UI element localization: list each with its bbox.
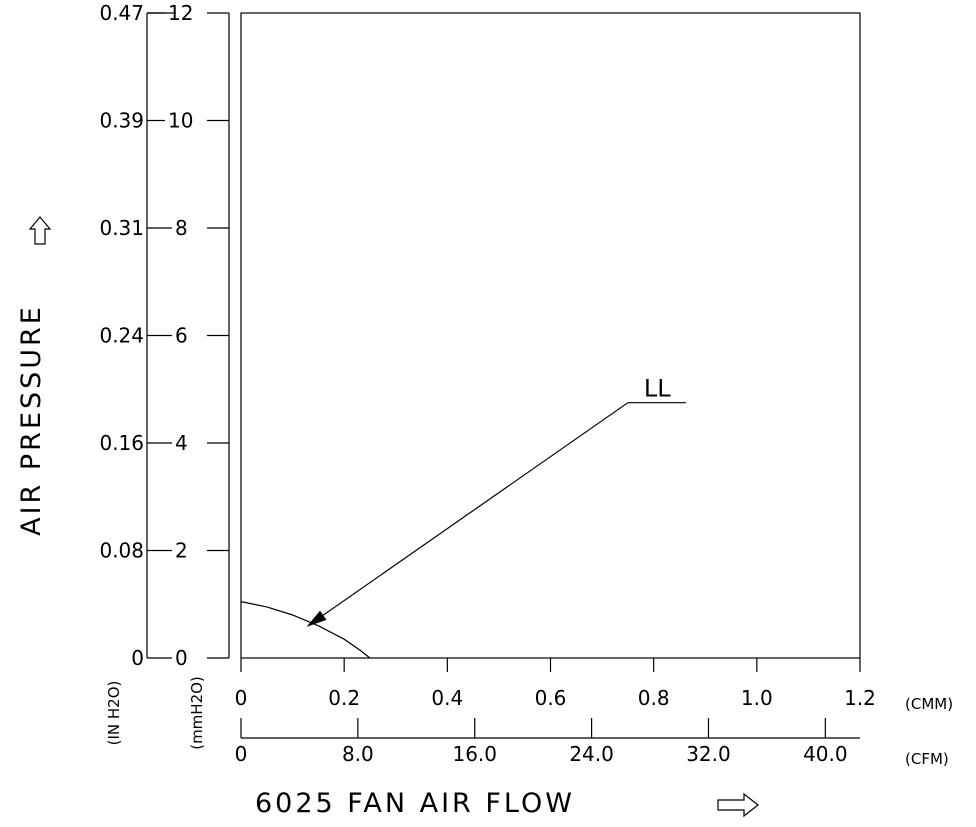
up-outline-arrow-icon (28, 216, 52, 245)
x-tick-label-cmm: 0 (235, 686, 248, 710)
axis-titles-layer: AIR PRESSURE 6025 FAN AIR FLOW (CMM) (CF… (16, 216, 953, 819)
annotation-leader-line (307, 402, 629, 627)
y-tick-label-mmh2o: 4 (175, 431, 188, 455)
x-unit-cmm: (CMM) (905, 695, 953, 713)
x-tick-label-cmm: 0.2 (328, 686, 360, 710)
right-outline-arrow-icon (717, 792, 759, 818)
x-axis-title: 6025 FAN AIR FLOW (255, 788, 575, 819)
up-arrow-shape (28, 216, 52, 245)
x-tick-label-cmm: 1.0 (741, 686, 773, 710)
y-tick-label-in-h2o: 0 (131, 646, 144, 670)
y-tick-label-in-h2o: 0.39 (99, 109, 144, 133)
y-axis-title: AIR PRESSURE (16, 304, 47, 536)
x-tick-label-cmm: 0.8 (638, 686, 670, 710)
plot-frame-layer (240, 12, 861, 659)
series-line-ll (240, 601, 371, 659)
x-axes-layer: 0 0.2 0.4 0.6 0.8 1.0 1.2 0 8.0 16.0 24.0 32.0 40.0 (235, 658, 876, 766)
x-tick-label-cfm: 40.0 (803, 742, 848, 766)
y-tick-label-in-h2o: 0.16 (99, 431, 144, 455)
y-tick-label-in-h2o: 0.24 (99, 324, 144, 348)
y-tick-label-in-h2o: 0.31 (99, 216, 144, 240)
annotation-label: LL (644, 375, 671, 403)
x-tick-label-cfm: 0 (235, 742, 248, 766)
x-tick-label-cmm: 0.4 (431, 686, 463, 710)
y-unit-mmh2o: (mmH2O) (188, 676, 206, 750)
y-tick-label-in-h2o: 0.08 (99, 539, 144, 563)
y-tick-label-mmh2o: 12 (168, 1, 193, 25)
x-unit-cfm: (CFM) (905, 750, 949, 768)
y-tick-label-mmh2o: 2 (175, 539, 188, 563)
x-tick-label-cmm: 1.2 (844, 686, 876, 710)
y-tick-label-mmh2o: 10 (168, 109, 193, 133)
x-tick-label-cfm: 24.0 (569, 742, 614, 766)
x-tick-label-cfm: 16.0 (452, 742, 497, 766)
y-axes-layer: 0 0 2 0.08 4 0.16 6 0.24 8 0.31 10 0.39 12 0.47 (99, 1, 230, 670)
right-arrow-shape (717, 792, 759, 818)
y-tick-label-mmh2o: 0 (175, 646, 188, 670)
x-tick-label-cfm: 8.0 (342, 742, 374, 766)
annotation-arrowhead (306, 610, 327, 627)
x-tick-label-cfm: 32.0 (686, 742, 731, 766)
y-tick-label-mmh2o: 6 (175, 324, 188, 348)
y-tick-label-mmh2o: 8 (175, 216, 188, 240)
y-tick-label-in-h2o: 0.47 (99, 1, 144, 25)
y-unit-in-h2o: (IN H2O) (105, 681, 123, 746)
plot-frame (240, 12, 861, 659)
series-layer: LL (240, 375, 686, 659)
x-tick-label-cmm: 0.6 (535, 686, 567, 710)
